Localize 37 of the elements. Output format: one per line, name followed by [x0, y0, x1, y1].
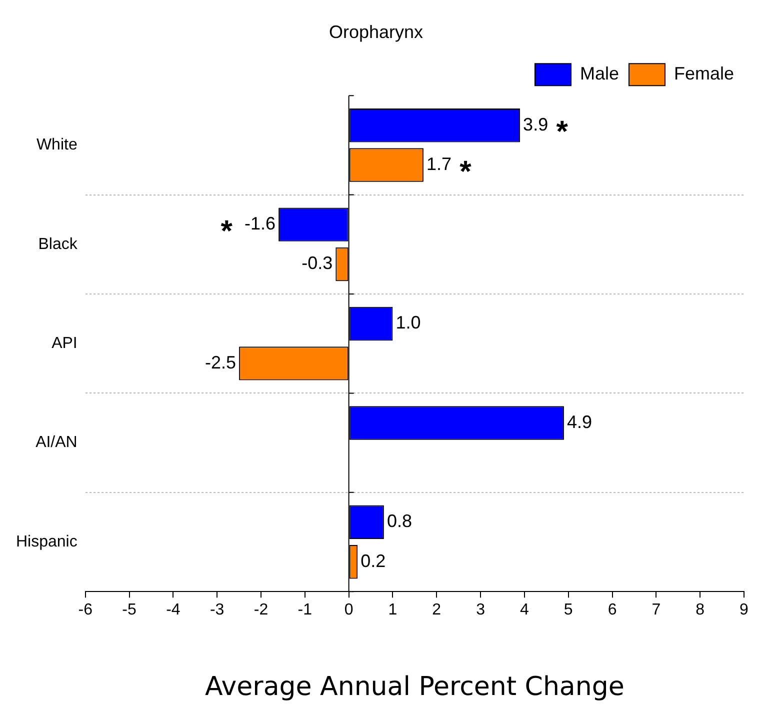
y-tick-label: API [52, 335, 78, 352]
chart-title: Oropharynx [328, 22, 424, 42]
x-tick-label: 8 [696, 602, 705, 619]
x-tick-label: 1 [388, 602, 398, 619]
data-label: -0.3 [302, 253, 333, 274]
y-tick-label: Hispanic [16, 533, 78, 550]
y-tick-label: Black [38, 236, 78, 253]
annotation: * [556, 116, 568, 149]
x-tick-label: -2 [254, 602, 268, 619]
annotation: * [220, 214, 233, 248]
y-tick-label: White [36, 136, 78, 154]
x-tick-label: -1 [298, 602, 312, 619]
legend-label: Female [674, 64, 734, 84]
x-tick-label: -3 [210, 602, 224, 619]
data-label: -2.5 [205, 352, 236, 372]
x-tick-label: -4 [166, 602, 180, 619]
x-tick-label: 9 [740, 602, 749, 619]
x-tick-label: -6 [78, 602, 93, 619]
y-tick-label: AI/AN [36, 434, 78, 452]
x-tick-label: 7 [652, 602, 661, 619]
data-label: 0.8 [386, 511, 412, 532]
x-axis-title: Average Annual Percent Change [205, 672, 624, 702]
x-tick-label: 2 [432, 602, 442, 619]
x-tick-label: 6 [608, 602, 617, 619]
x-tick-label: 3 [476, 602, 486, 619]
data-label: 3.9 [523, 114, 548, 134]
data-label: 0.2 [360, 550, 386, 571]
data-label: 1.0 [396, 312, 421, 333]
x-tick-label: -5 [122, 602, 136, 619]
x-tick-label: 5 [564, 602, 573, 619]
data-label: 1.7 [426, 154, 452, 174]
data-label: 4.9 [566, 412, 592, 432]
x-tick-label: 4 [520, 602, 529, 619]
legend-label: Male [580, 64, 619, 84]
x-tick-label: 0 [344, 602, 354, 619]
annotation: * [460, 155, 472, 188]
data-label: -1.6 [244, 214, 276, 234]
